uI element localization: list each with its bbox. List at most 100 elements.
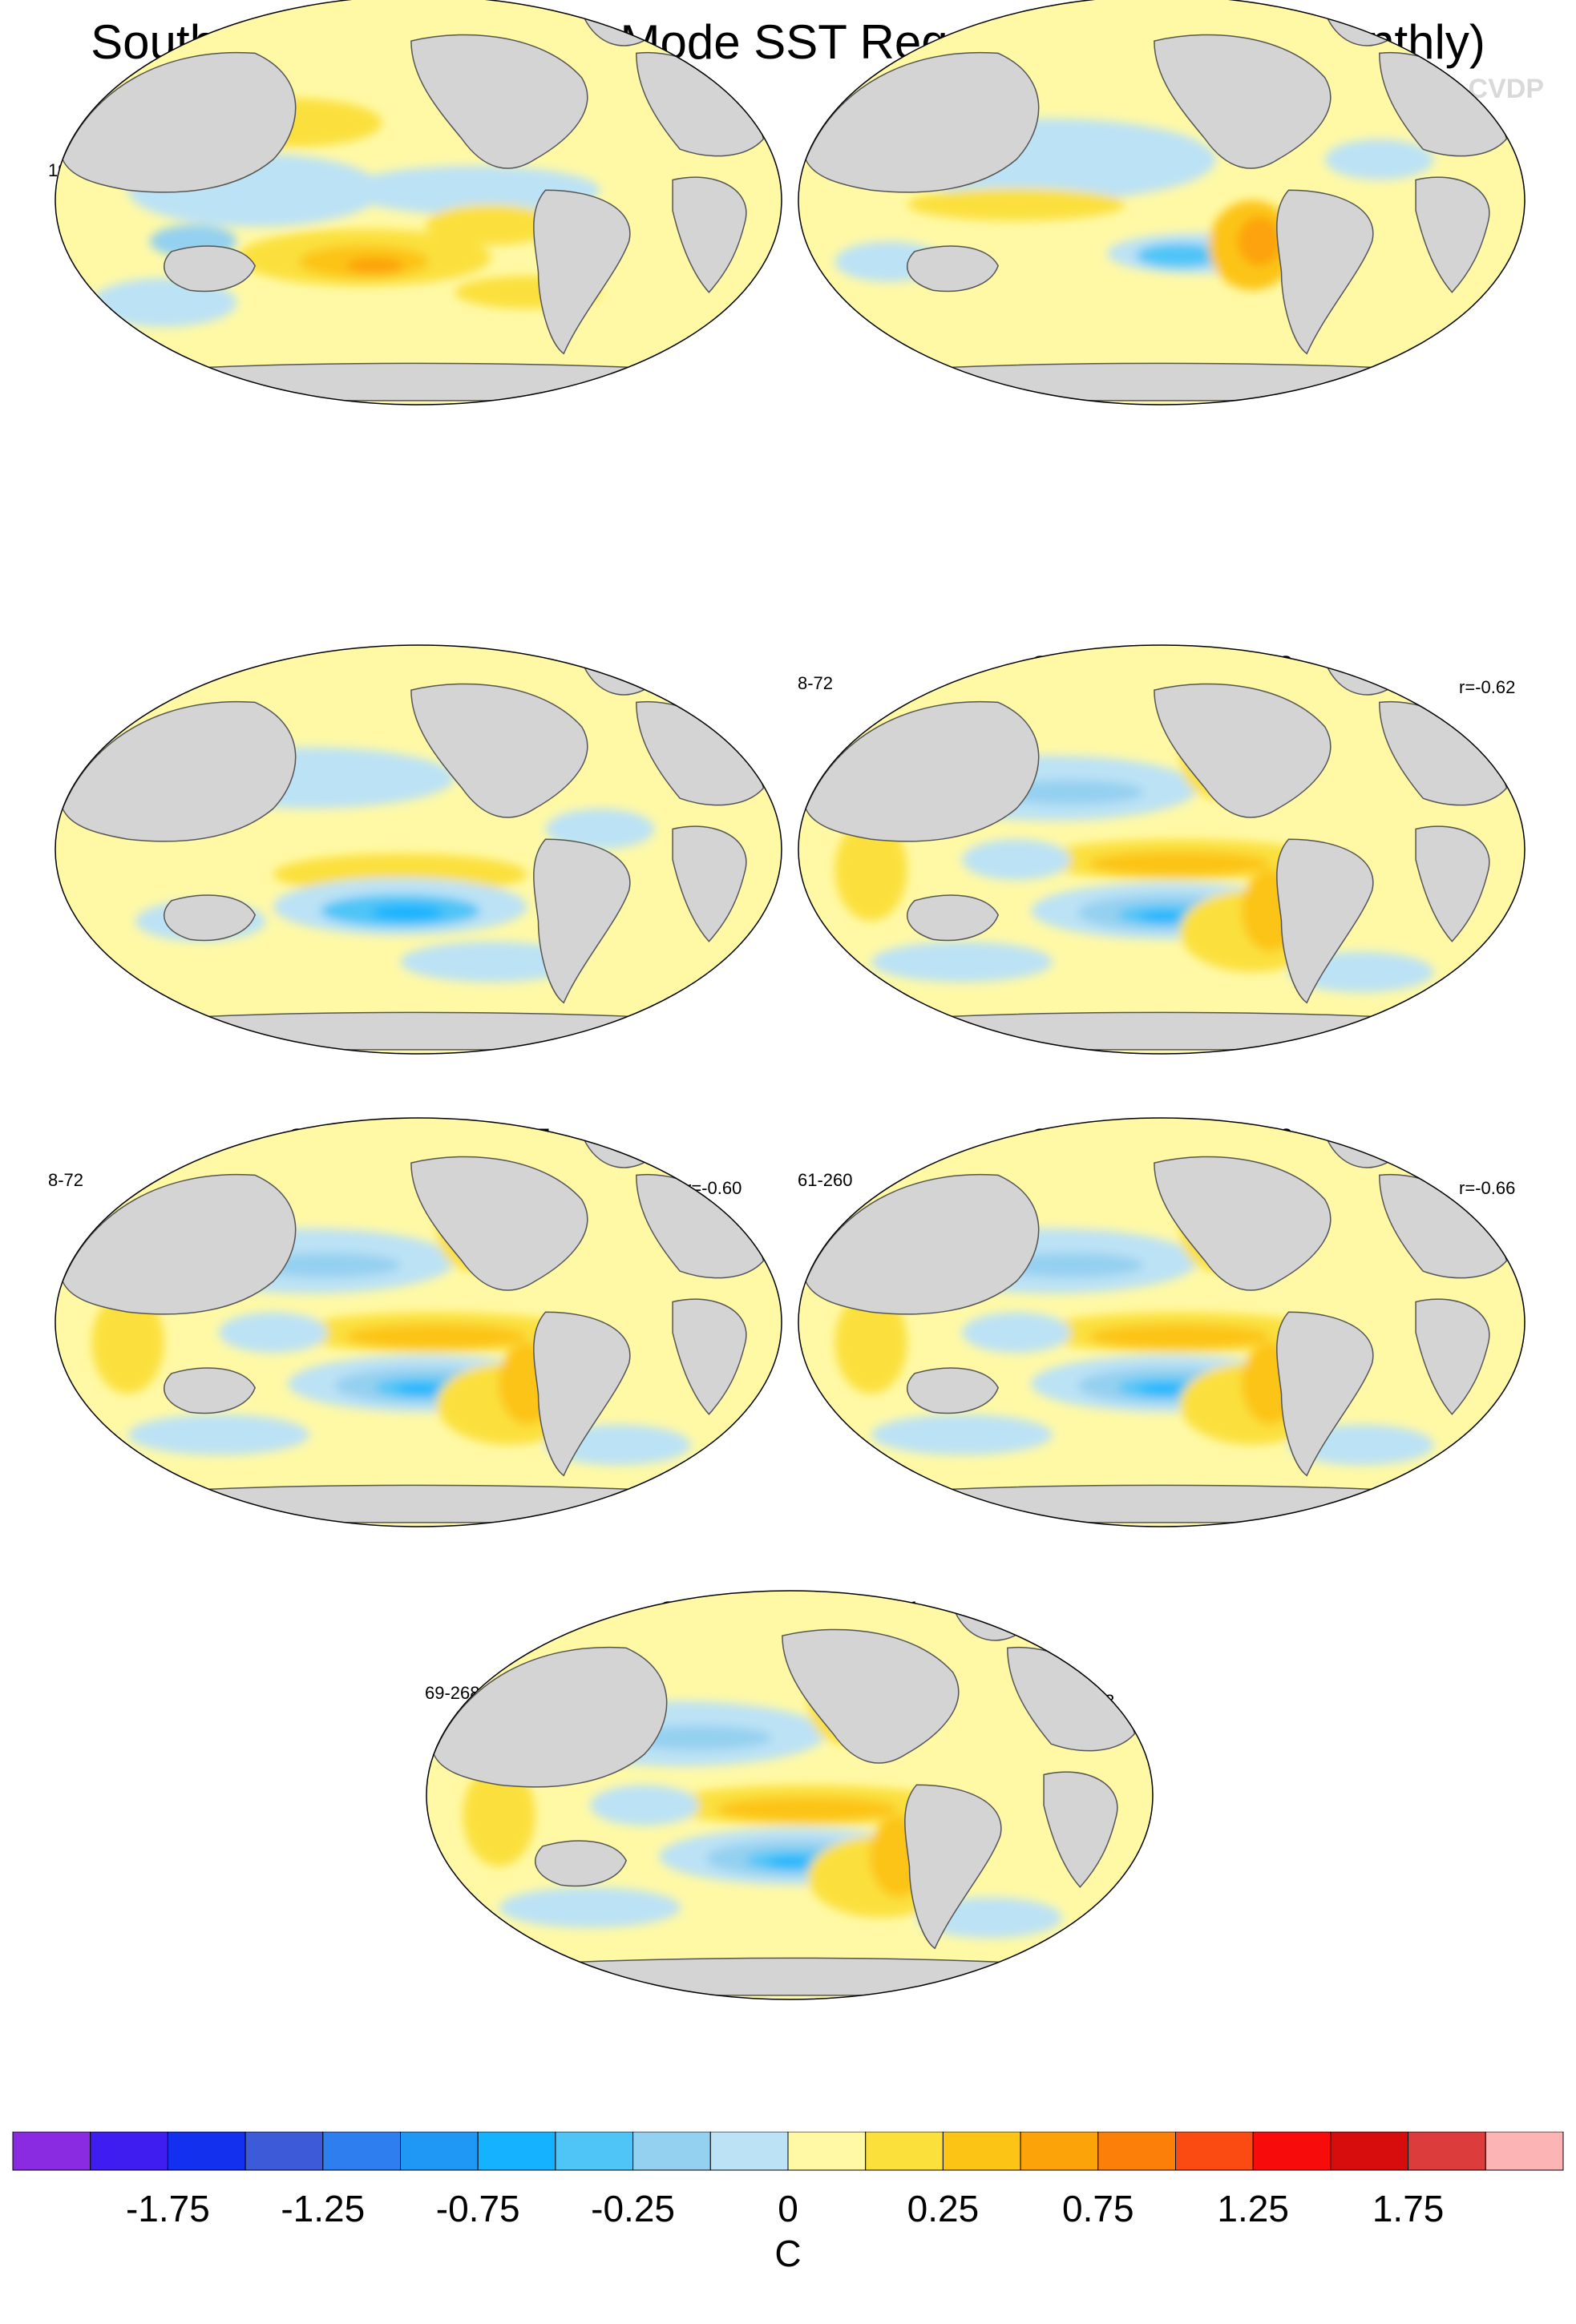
colorbar-tick-label: -0.75	[436, 2188, 520, 2229]
land-mass	[805, 51, 1040, 193]
colorbar-tick-label: -1.75	[126, 2188, 210, 2229]
map-border	[426, 1590, 1154, 2000]
colorbar-bin	[942, 2132, 1021, 2171]
sst-anomaly-region	[998, 780, 1144, 805]
land-mass	[907, 245, 1000, 293]
land-mass	[672, 1298, 747, 1415]
colorbar-tick-label: 1.25	[1217, 2188, 1289, 2229]
sst-anomaly-region	[346, 257, 404, 274]
sst-anomaly-region	[1136, 243, 1224, 268]
colorbar-bin	[1485, 2132, 1564, 2171]
land-mass	[410, 683, 588, 818]
land-mass	[1043, 1771, 1118, 1888]
map-border	[798, 644, 1525, 1055]
sst-anomaly-region	[589, 1785, 699, 1826]
colorbar-bin	[1408, 2132, 1486, 2171]
land-mass	[109, 1011, 728, 1051]
map-panel	[55, 644, 782, 1055]
land-mass	[410, 1156, 588, 1291]
sst-anomaly-region	[127, 1414, 310, 1455]
sst-anomaly-region	[499, 1886, 681, 1928]
sst-anomaly-region	[871, 1414, 1053, 1455]
land-mass	[533, 838, 631, 1004]
land-mass	[109, 1484, 728, 1523]
land-mass	[62, 1173, 297, 1315]
sst-anomaly-region	[1139, 1384, 1184, 1395]
map-panel	[55, 0, 782, 405]
land-mass	[1154, 34, 1332, 169]
map-border	[798, 0, 1525, 405]
land-mass	[1276, 1311, 1374, 1477]
land-mass	[907, 894, 1000, 942]
colorbar-bin	[477, 2132, 556, 2171]
land-mass	[1276, 838, 1374, 1004]
sst-anomaly-region	[463, 1764, 535, 1867]
land-mass	[907, 1367, 1000, 1414]
map-border	[55, 0, 782, 405]
sst-anomaly-region	[961, 1312, 1071, 1354]
land-mass	[672, 176, 747, 293]
land-mass	[852, 1011, 1471, 1051]
colorbar-bin	[400, 2132, 479, 2171]
sst-anomaly-region	[834, 818, 907, 922]
colorbar: -1.75 -1.25 -0.75 -0.25 0 0.25 0.75 1.25 1.75 C	[12, 2132, 1564, 2274]
land-mass	[535, 1840, 628, 1887]
sst-anomaly-region	[346, 1324, 527, 1350]
colorbar-bin	[167, 2132, 246, 2171]
land-mass	[410, 34, 588, 169]
colorbar-bin	[1252, 2132, 1332, 2171]
map-panel	[798, 644, 1525, 1055]
sst-anomaly-region	[346, 165, 600, 215]
sst-anomaly-region	[255, 1253, 401, 1277]
colorbar-tick-label: 0.75	[1062, 2188, 1134, 2229]
map-border	[798, 1117, 1525, 1527]
colorbar-tick-label: -0.25	[591, 2188, 675, 2229]
colorbar-tick-label: -1.25	[281, 2188, 365, 2229]
land-mass	[782, 1628, 960, 1764]
colorbar-bin	[787, 2132, 867, 2171]
land-mass	[1415, 1298, 1490, 1415]
sst-anomaly-region	[626, 1725, 772, 1750]
land-mass	[164, 1367, 257, 1414]
colorbar-bin	[709, 2132, 789, 2171]
land-mass	[852, 362, 1471, 401]
colorbar-bin	[1330, 2132, 1409, 2171]
colorbar-bin	[1097, 2132, 1177, 2171]
sst-anomaly-region	[426, 204, 557, 246]
colorbar-bin	[1175, 2132, 1254, 2171]
map-border	[55, 644, 782, 1055]
land-mass	[852, 1484, 1471, 1523]
colorbar-tick-label: 0	[778, 2188, 798, 2229]
sst-anomaly-region	[1089, 1324, 1271, 1350]
sst-anomaly-region	[1238, 216, 1282, 266]
land-mass	[1276, 189, 1374, 355]
sst-anomaly-region	[961, 839, 1071, 881]
sst-anomaly-region	[1089, 851, 1271, 877]
sst-anomaly-region	[871, 941, 1053, 982]
colorbar-unit-label: C	[774, 2233, 801, 2274]
sst-anomaly-region	[91, 1291, 164, 1394]
colorbar-bin	[90, 2132, 168, 2171]
map-panel	[426, 1590, 1154, 2000]
colorbar-tick-label: 0.25	[907, 2188, 980, 2229]
sst-anomaly-region	[767, 1857, 812, 1868]
map-panel	[798, 1117, 1525, 1527]
panel-period-label: 8-72	[798, 673, 834, 693]
land-mass	[533, 1311, 631, 1477]
land-mass	[805, 1173, 1040, 1315]
sst-anomaly-region	[834, 1291, 907, 1394]
map-panel	[798, 0, 1525, 405]
land-mass	[480, 1957, 1099, 1996]
land-mass	[1154, 683, 1332, 818]
land-mass	[433, 1646, 668, 1788]
map-border	[55, 1117, 782, 1527]
land-mass	[805, 700, 1040, 842]
sst-anomaly-region	[545, 809, 655, 849]
colorbar-bin	[12, 2132, 91, 2171]
land-mass	[672, 825, 747, 942]
sst-anomaly-region	[907, 188, 1125, 221]
land-mass	[1415, 825, 1490, 942]
colorbar-bin	[244, 2132, 324, 2171]
sst-anomaly-region	[998, 1253, 1144, 1277]
sst-anomaly-region	[371, 904, 444, 922]
